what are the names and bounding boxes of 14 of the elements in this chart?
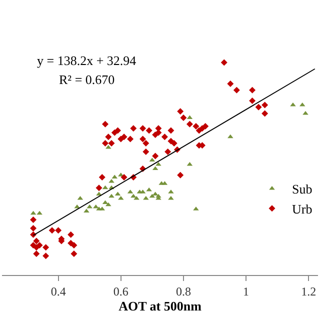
point bbox=[108, 194, 114, 198]
annotation: y = 138.2x + 32.94 bbox=[37, 53, 137, 68]
point bbox=[36, 210, 42, 215]
point bbox=[228, 134, 234, 138]
legend-label: Sub bbox=[292, 182, 312, 197]
x-tick-label: 1 bbox=[243, 284, 250, 298]
legend-label: Urb bbox=[292, 201, 312, 216]
annotation: R² = 0.670 bbox=[59, 72, 115, 87]
x-axis-title: AOT at 500nm bbox=[118, 298, 202, 314]
x-tick-label: 0.8 bbox=[176, 284, 191, 298]
x-tick-label: 1.2 bbox=[301, 284, 316, 298]
x-tick-label: 0.4 bbox=[50, 284, 66, 298]
point bbox=[130, 194, 136, 198]
x-tick-label: 0.6 bbox=[113, 284, 128, 298]
